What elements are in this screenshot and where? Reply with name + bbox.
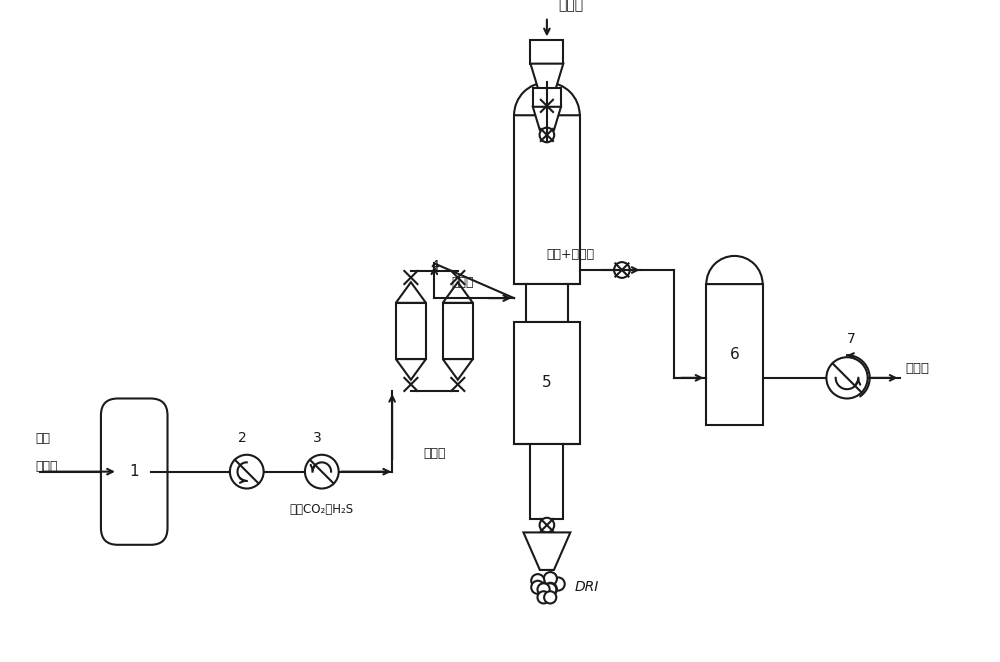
Text: 还原气: 还原气 — [423, 448, 446, 460]
Circle shape — [540, 518, 554, 532]
Bar — [514, 115, 580, 284]
Polygon shape — [396, 282, 426, 303]
Text: 硬鐵矿: 硬鐵矿 — [558, 0, 583, 12]
Circle shape — [230, 455, 264, 489]
Text: 6: 6 — [730, 347, 739, 362]
Circle shape — [531, 574, 544, 587]
Circle shape — [614, 262, 630, 278]
Wedge shape — [514, 82, 580, 115]
Text: 煌制: 煌制 — [36, 432, 51, 446]
Bar — [526, 284, 568, 322]
Bar — [530, 40, 563, 64]
Circle shape — [540, 128, 554, 142]
Bar — [706, 284, 763, 425]
Text: 1: 1 — [129, 464, 139, 479]
Bar — [514, 322, 580, 444]
Polygon shape — [530, 64, 563, 90]
Circle shape — [540, 99, 554, 113]
Circle shape — [537, 591, 550, 604]
Circle shape — [537, 583, 550, 596]
Text: 3: 3 — [313, 432, 321, 446]
Text: 单质硬: 单质硬 — [905, 362, 929, 375]
Text: 2: 2 — [238, 432, 246, 446]
Circle shape — [552, 577, 565, 591]
Circle shape — [544, 591, 556, 604]
Text: 合成气: 合成气 — [36, 461, 58, 473]
Polygon shape — [443, 282, 473, 303]
Circle shape — [544, 583, 557, 596]
Text: 炉气+硬蜗汽: 炉气+硬蜗汽 — [546, 248, 594, 261]
Polygon shape — [443, 359, 473, 380]
Bar — [443, 303, 473, 359]
Wedge shape — [706, 256, 763, 284]
FancyBboxPatch shape — [101, 399, 168, 545]
Circle shape — [826, 357, 868, 399]
Text: 4: 4 — [430, 259, 439, 273]
Text: DRI: DRI — [575, 580, 599, 594]
Polygon shape — [523, 532, 570, 570]
Polygon shape — [533, 107, 561, 130]
Bar — [533, 88, 561, 107]
Circle shape — [544, 583, 556, 596]
Circle shape — [305, 455, 339, 489]
Circle shape — [531, 581, 544, 594]
Bar — [530, 444, 563, 518]
Circle shape — [544, 572, 557, 585]
Text: 5: 5 — [542, 375, 552, 390]
Bar — [396, 303, 426, 359]
Text: 还原气: 还原气 — [451, 276, 474, 289]
Polygon shape — [396, 359, 426, 380]
Text: 7: 7 — [847, 332, 856, 346]
Text: 脱除CO₂、H₂S: 脱除CO₂、H₂S — [290, 502, 354, 516]
